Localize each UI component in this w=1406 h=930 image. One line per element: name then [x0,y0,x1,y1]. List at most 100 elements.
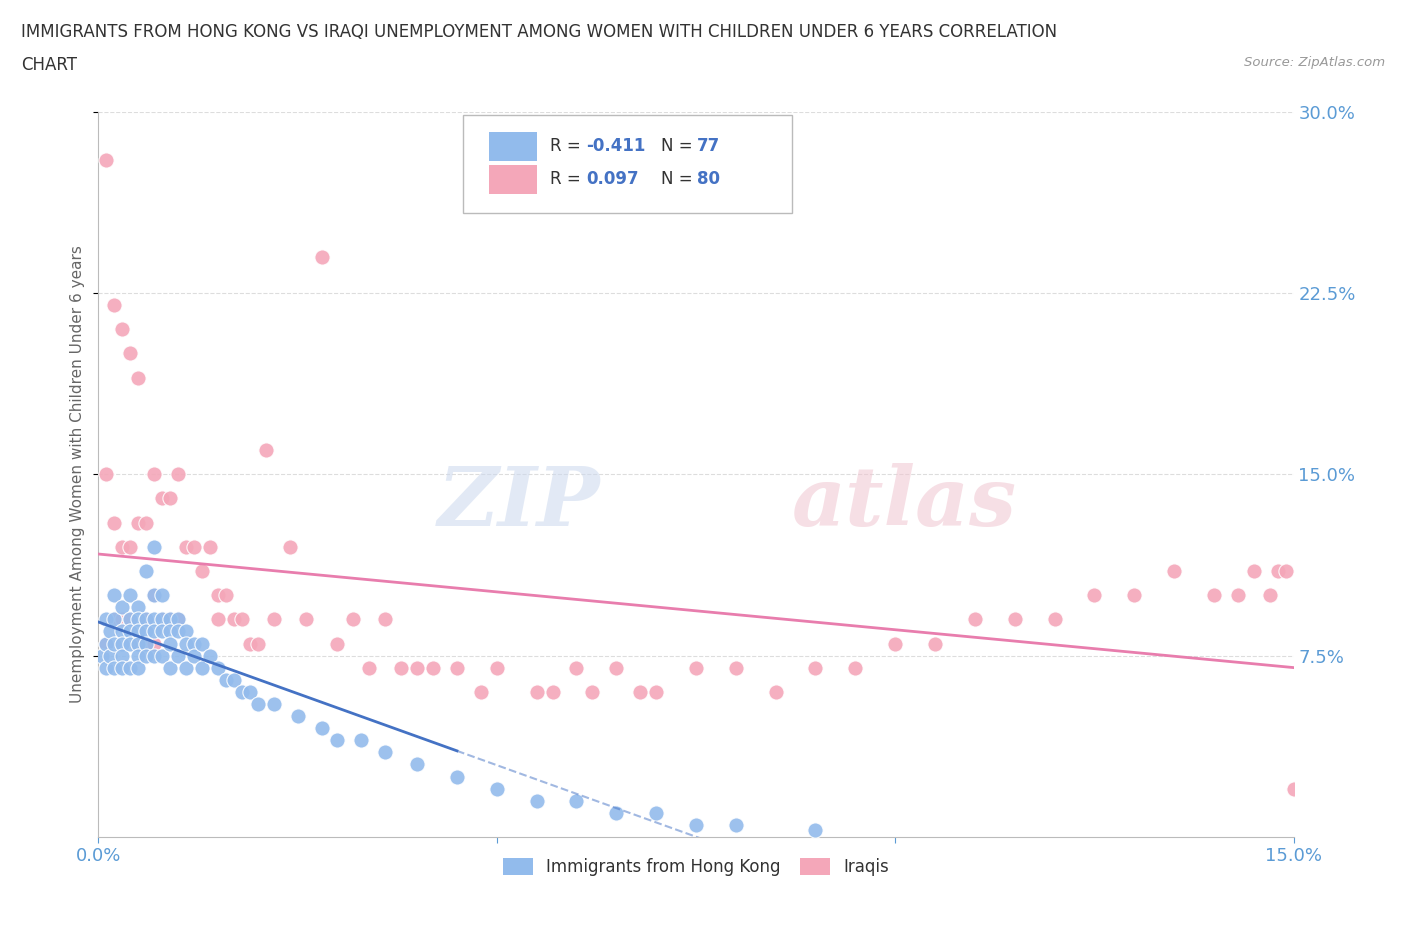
Point [159,624,181,639]
Point [645,805,668,820]
Point [231,684,253,699]
Point [143,588,166,603]
Point [1083,588,1105,603]
Point [884,636,907,651]
Point [111,636,134,651]
Point [565,660,588,675]
Point [127,600,149,615]
Point [215,588,238,603]
Point [159,660,181,675]
Point [91,648,114,663]
Point [127,515,149,530]
Point [263,697,285,711]
Point [135,648,157,663]
Point [1226,588,1249,603]
Point [150,648,173,663]
Point [135,564,157,578]
Point [374,745,396,760]
Point [541,684,564,699]
Point [263,612,285,627]
Point [120,612,142,627]
FancyBboxPatch shape [463,115,792,213]
Point [198,648,221,663]
Text: 80: 80 [697,170,720,188]
Point [685,660,707,675]
Point [406,757,429,772]
Point [207,660,229,675]
Point [120,346,142,361]
Point [724,660,747,675]
Point [135,636,157,651]
Point [374,612,396,627]
Point [111,600,134,615]
Point [311,249,333,264]
Point [98,624,122,639]
Point [1267,564,1289,578]
Point [143,636,166,651]
Point [135,515,157,530]
Point [135,624,157,639]
Point [167,624,190,639]
Point [628,684,651,699]
Point [127,612,149,627]
Point [174,624,197,639]
Point [150,588,173,603]
Text: ZIP: ZIP [437,463,600,543]
Point [485,781,508,796]
Point [96,467,118,482]
Point [111,322,134,337]
Point [103,298,125,312]
Legend: Immigrants from Hong Kong, Iraqis: Immigrants from Hong Kong, Iraqis [496,852,896,883]
Point [174,660,197,675]
Point [191,636,214,651]
Point [1243,564,1265,578]
Point [96,636,118,651]
Y-axis label: Unemployment Among Women with Children Under 6 years: Unemployment Among Women with Children U… [70,246,86,703]
Point [406,660,429,675]
FancyBboxPatch shape [489,132,537,161]
Point [1123,588,1146,603]
Text: R =: R = [550,170,586,188]
Point [239,684,262,699]
Point [120,636,142,651]
Point [159,491,181,506]
Point [96,636,118,651]
Point [278,539,301,554]
Point [350,733,373,748]
Point [207,588,229,603]
Point [150,612,173,627]
Point [103,612,125,627]
Point [1274,564,1296,578]
Text: CHART: CHART [21,56,77,73]
Point [111,539,134,554]
Point [159,612,181,627]
Text: Source: ZipAtlas.com: Source: ZipAtlas.com [1244,56,1385,69]
Point [1258,588,1281,603]
Point [150,624,173,639]
Point [143,612,166,627]
Point [222,672,245,687]
Point [924,636,946,651]
Point [191,660,214,675]
Point [963,612,986,627]
Point [174,636,197,651]
Point [311,721,333,736]
Point [804,822,827,837]
Point [685,817,707,832]
Point [215,672,238,687]
Point [127,370,149,385]
Point [96,153,118,167]
Text: R =: R = [550,138,586,155]
Point [103,515,125,530]
Point [174,539,197,554]
Point [287,709,309,724]
Point [127,636,149,651]
Point [207,612,229,627]
Text: IMMIGRANTS FROM HONG KONG VS IRAQI UNEMPLOYMENT AMONG WOMEN WITH CHILDREN UNDER : IMMIGRANTS FROM HONG KONG VS IRAQI UNEMP… [21,23,1057,41]
Point [1282,781,1305,796]
Point [198,539,221,554]
Point [143,588,166,603]
Point [120,588,142,603]
Point [1202,588,1225,603]
Point [222,612,245,627]
